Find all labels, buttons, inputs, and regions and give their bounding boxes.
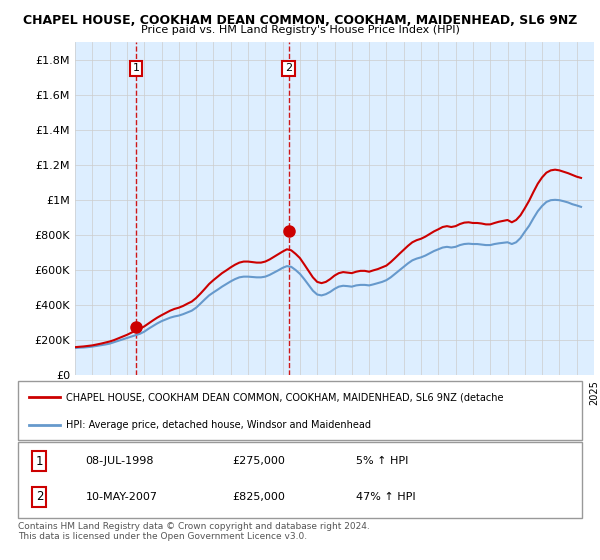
Text: CHAPEL HOUSE, COOKHAM DEAN COMMON, COOKHAM, MAIDENHEAD, SL6 9NZ: CHAPEL HOUSE, COOKHAM DEAN COMMON, COOKH… xyxy=(23,14,577,27)
Text: 10-MAY-2007: 10-MAY-2007 xyxy=(86,492,158,502)
FancyBboxPatch shape xyxy=(18,442,582,518)
Text: £825,000: £825,000 xyxy=(232,492,285,502)
Text: CHAPEL HOUSE, COOKHAM DEAN COMMON, COOKHAM, MAIDENHEAD, SL6 9NZ (detache: CHAPEL HOUSE, COOKHAM DEAN COMMON, COOKH… xyxy=(66,392,503,402)
Text: 5% ↑ HPI: 5% ↑ HPI xyxy=(356,456,409,466)
Text: 1: 1 xyxy=(133,63,139,73)
Text: 2: 2 xyxy=(35,491,43,503)
Text: 2: 2 xyxy=(285,63,292,73)
Text: Contains HM Land Registry data © Crown copyright and database right 2024.
This d: Contains HM Land Registry data © Crown c… xyxy=(18,522,370,542)
Text: 1: 1 xyxy=(35,455,43,468)
FancyBboxPatch shape xyxy=(18,381,582,440)
Text: 47% ↑ HPI: 47% ↑ HPI xyxy=(356,492,416,502)
Text: Price paid vs. HM Land Registry's House Price Index (HPI): Price paid vs. HM Land Registry's House … xyxy=(140,25,460,35)
Text: £275,000: £275,000 xyxy=(232,456,285,466)
Text: 08-JUL-1998: 08-JUL-1998 xyxy=(86,456,154,466)
Text: HPI: Average price, detached house, Windsor and Maidenhead: HPI: Average price, detached house, Wind… xyxy=(66,420,371,430)
